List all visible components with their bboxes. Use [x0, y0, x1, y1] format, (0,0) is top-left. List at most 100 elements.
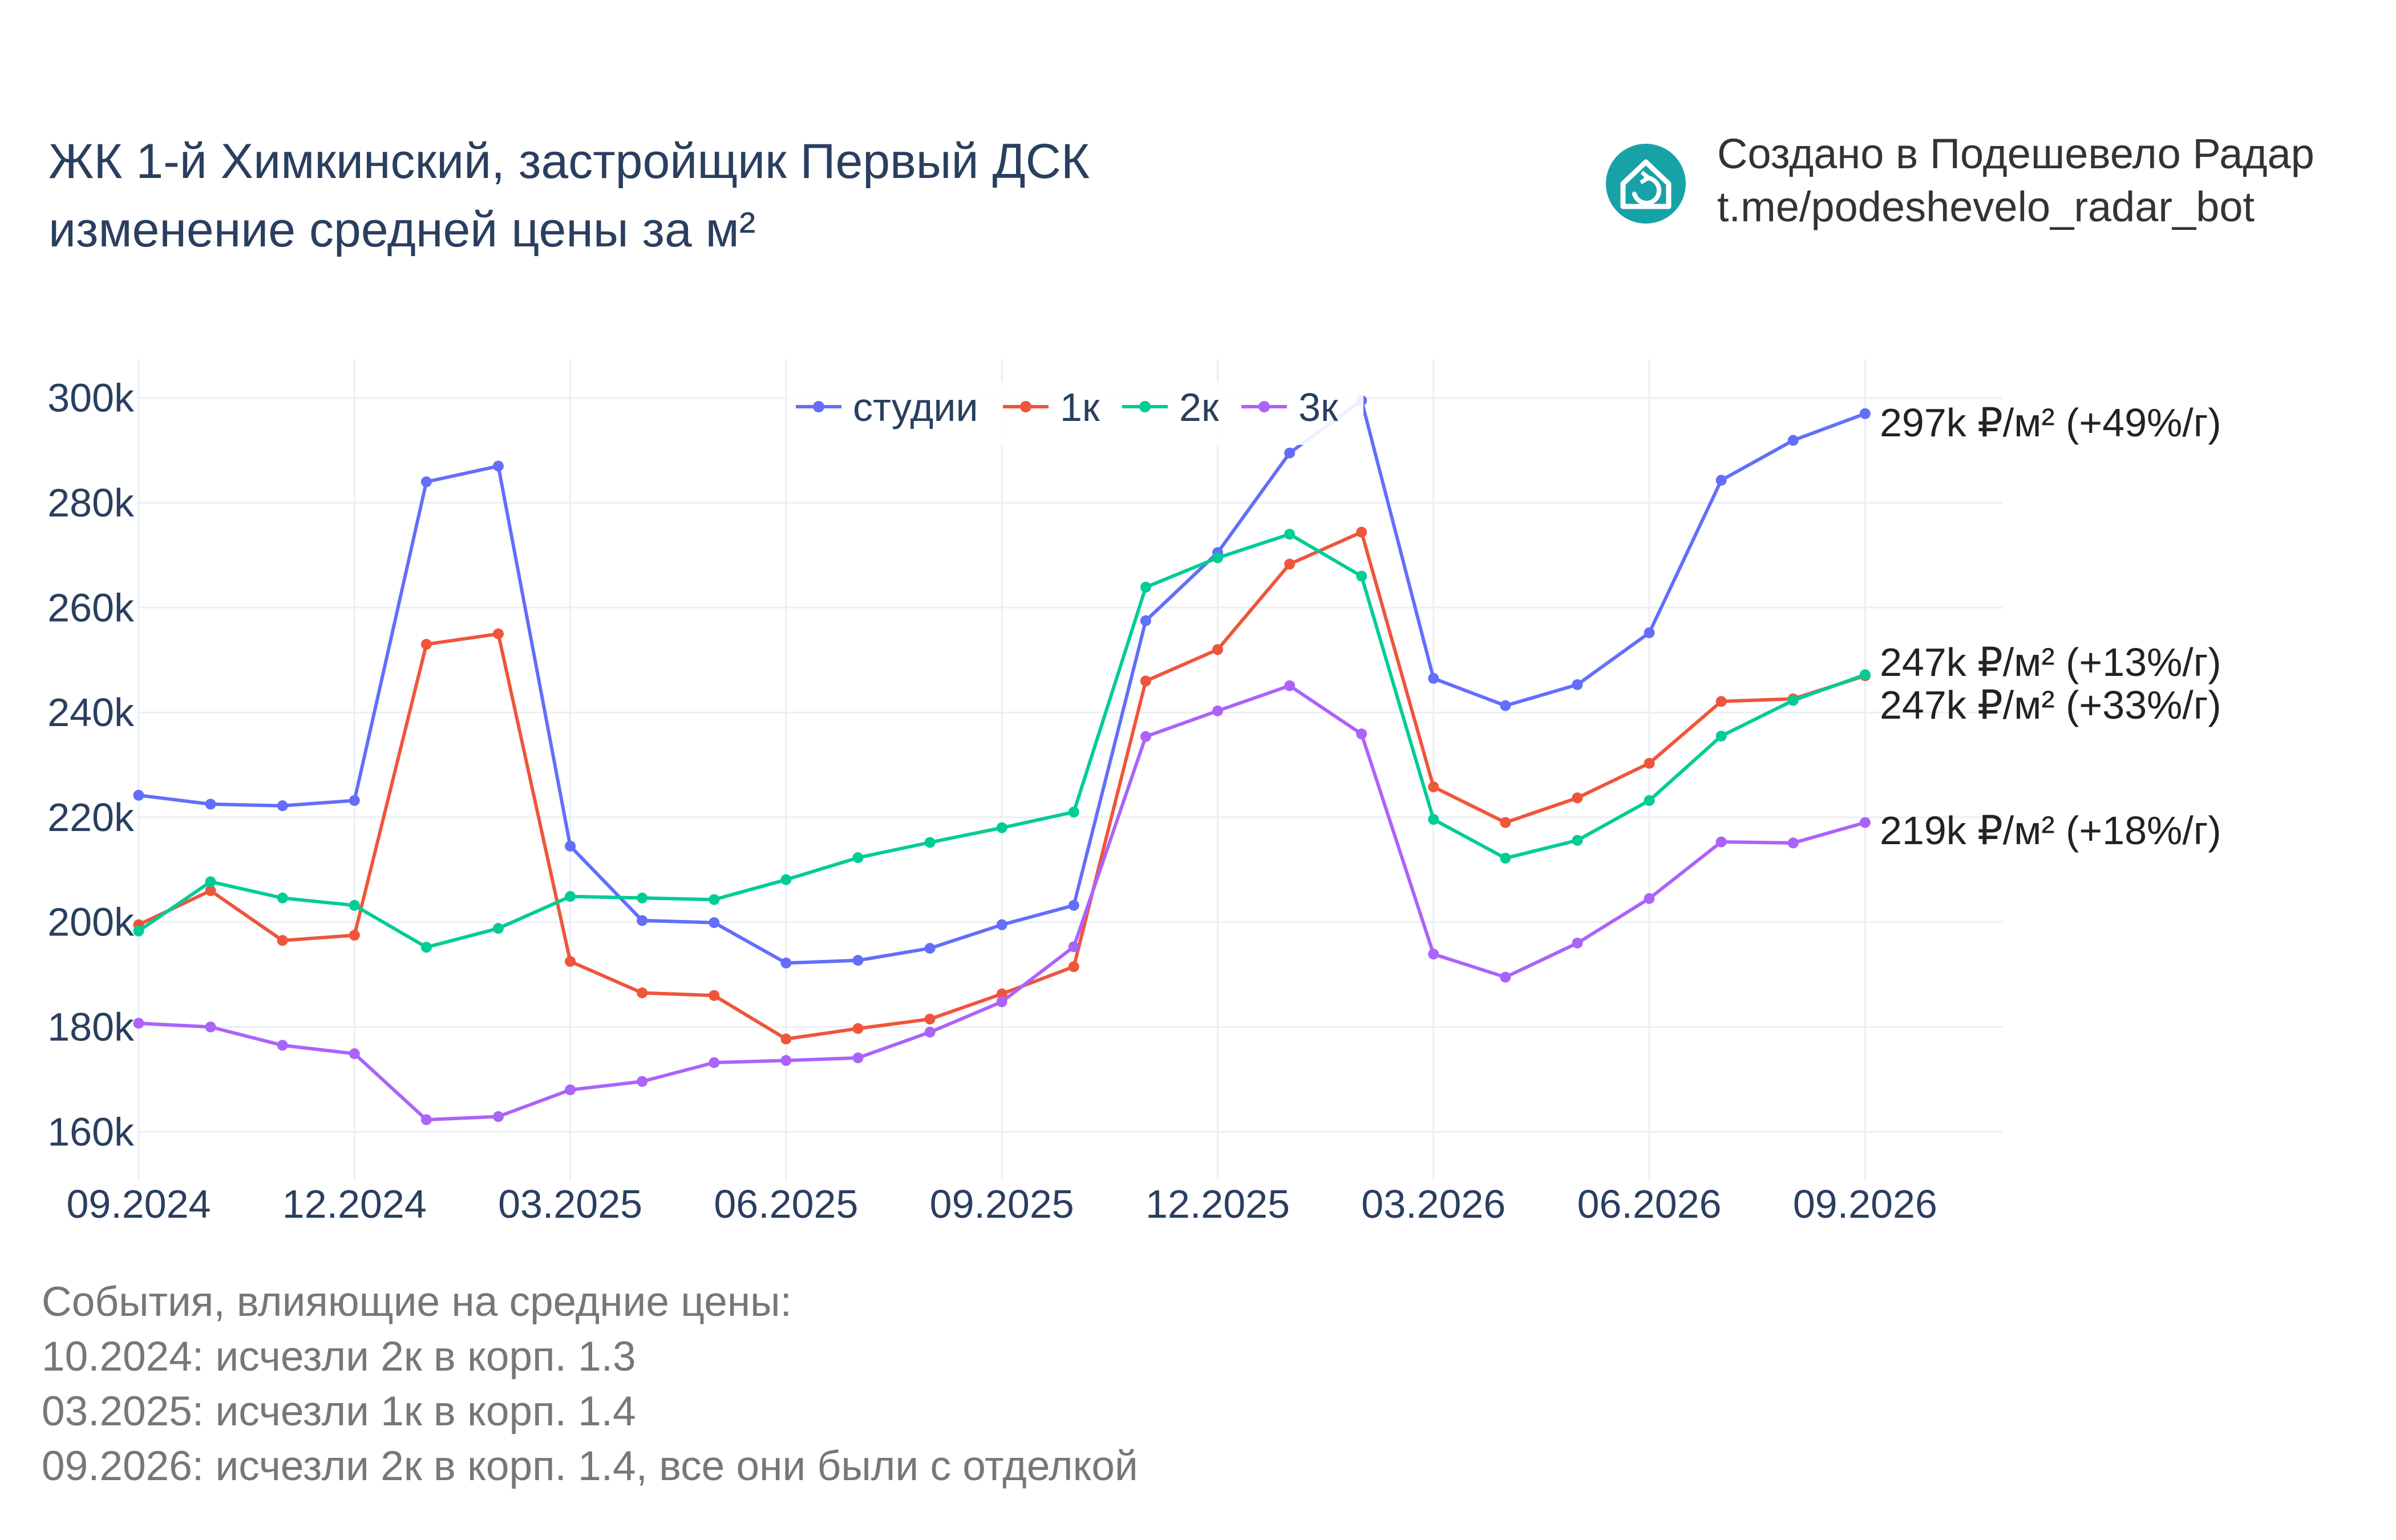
end-label-2к: 247k ₽/м² (+13%/г) [1880, 640, 2221, 684]
series-3к [133, 680, 1871, 1125]
data-point [1644, 757, 1655, 769]
event-item: 09.2026: исчезли 2к в корп. 1.4, все они… [42, 1443, 1138, 1489]
data-point [565, 956, 576, 967]
data-point [637, 987, 648, 999]
data-point [277, 935, 288, 946]
data-point [1500, 817, 1511, 828]
event-item: 03.2025: исчезли 1к в корп. 1.4 [42, 1388, 636, 1434]
data-point [637, 892, 648, 903]
chart-title-line2: изменение средней цены за м² [48, 202, 755, 257]
data-point [780, 1034, 792, 1045]
data-point [924, 943, 936, 954]
data-point [133, 925, 144, 937]
data-point [349, 899, 360, 911]
grid [137, 359, 2002, 1181]
legend-item-2к[interactable]: 2к [1122, 385, 1219, 429]
series-студии [133, 395, 1871, 968]
data-point [996, 988, 1007, 1000]
end-label-студии: 297k ₽/м² (+49%/г) [1880, 400, 2221, 445]
chart-title: ЖК 1-й Химкинский, застройщик Первый ДСК… [48, 134, 1090, 257]
x-tick-label: 03.2026 [1361, 1182, 1505, 1226]
events-note: События, влияющие на средние цены: 10.20… [42, 1275, 1138, 1494]
data-point [420, 476, 432, 488]
data-point [1428, 814, 1439, 825]
x-tick-label: 06.2025 [714, 1182, 858, 1226]
data-point [420, 1114, 432, 1125]
data-point [205, 885, 216, 897]
data-point [1212, 705, 1223, 716]
data-point [133, 1018, 144, 1029]
data-point [420, 639, 432, 650]
data-point [493, 1111, 504, 1122]
data-point [1356, 728, 1367, 740]
data-point [852, 1052, 864, 1064]
legend-marker [1139, 401, 1151, 412]
data-point [1212, 644, 1223, 655]
x-tick-label: 09.2025 [930, 1182, 1074, 1226]
x-tick-label: 12.2025 [1146, 1182, 1290, 1226]
data-point [1428, 781, 1439, 793]
y-axis: 160k 180k 200k 220k 240k 260k 280k 300k [47, 376, 135, 1154]
data-point [637, 1076, 648, 1087]
legend-item-студии[interactable]: студии [796, 385, 978, 429]
y-tick-label: 160k [47, 1109, 135, 1154]
event-item: 10.2024: исчезли 2к в корп. 1.3 [42, 1334, 636, 1380]
x-tick-label: 09.2026 [1793, 1182, 1937, 1226]
credit-line1: Создано в Подешевело Радар [1717, 130, 2314, 177]
data-point [1572, 834, 1583, 846]
data-point [1140, 581, 1151, 593]
y-tick-label: 180k [47, 1004, 135, 1049]
y-tick-label: 220k [47, 795, 135, 840]
data-point [1428, 949, 1439, 960]
legend-label: 1к [1060, 385, 1100, 429]
data-point [565, 840, 576, 852]
end-labels: 297k ₽/м² (+49%/г) 247k ₽/м² (+33%/г)247k… [1880, 400, 2221, 853]
data-point [1284, 680, 1296, 691]
data-point [277, 800, 288, 812]
legend-label: 2к [1179, 385, 1219, 429]
y-tick-label: 280k [47, 481, 135, 525]
data-point [349, 930, 360, 941]
x-tick-label: 12.2024 [282, 1182, 427, 1226]
data-point [1787, 837, 1799, 849]
data-point [1068, 961, 1079, 972]
credit-line2: t.me/podeshevelo_radar_bot [1717, 183, 2255, 230]
data-point [996, 919, 1007, 930]
chart-title-line1: ЖК 1-й Химкинский, застройщик Первый ДСК [48, 134, 1090, 189]
data-point [709, 1057, 720, 1068]
data-point [780, 957, 792, 968]
data-point [996, 822, 1007, 833]
series-1к [133, 526, 1871, 1045]
y-tick-label: 240k [47, 690, 135, 735]
data-point [709, 917, 720, 929]
legend-label: студии [853, 385, 978, 429]
data-point [1644, 795, 1655, 806]
data-point [1356, 526, 1367, 538]
events-heading: События, влияющие на средние цены: [42, 1279, 792, 1325]
x-tick-label: 09.2024 [66, 1182, 211, 1226]
legend-item-1к[interactable]: 1к [1003, 385, 1100, 429]
data-point [1284, 529, 1296, 540]
data-point [1572, 792, 1583, 804]
data-point [493, 460, 504, 472]
data-point [780, 1055, 792, 1066]
y-tick-label: 260k [47, 585, 135, 630]
data-point [1859, 669, 1871, 680]
data-point [1068, 899, 1079, 911]
y-tick-label: 200k [47, 900, 135, 945]
data-point [1068, 941, 1079, 953]
legend-label: 3к [1298, 385, 1338, 429]
data-point [924, 837, 936, 848]
legend: студии 1к 2к 3к [787, 382, 1363, 445]
legend-marker [1258, 401, 1270, 412]
data-point [277, 892, 288, 903]
data-point [852, 1023, 864, 1034]
legend-item-3к[interactable]: 3к [1241, 385, 1338, 429]
data-point [1572, 937, 1583, 949]
x-axis: 09.2024 12.2024 03.2025 06.2025 09.2025 12.20… [66, 1182, 1937, 1226]
data-point [1715, 836, 1727, 848]
data-point [493, 923, 504, 934]
end-label-3к: 219k ₽/м² (+18%/г) [1880, 808, 2221, 853]
data-point [924, 1027, 936, 1038]
